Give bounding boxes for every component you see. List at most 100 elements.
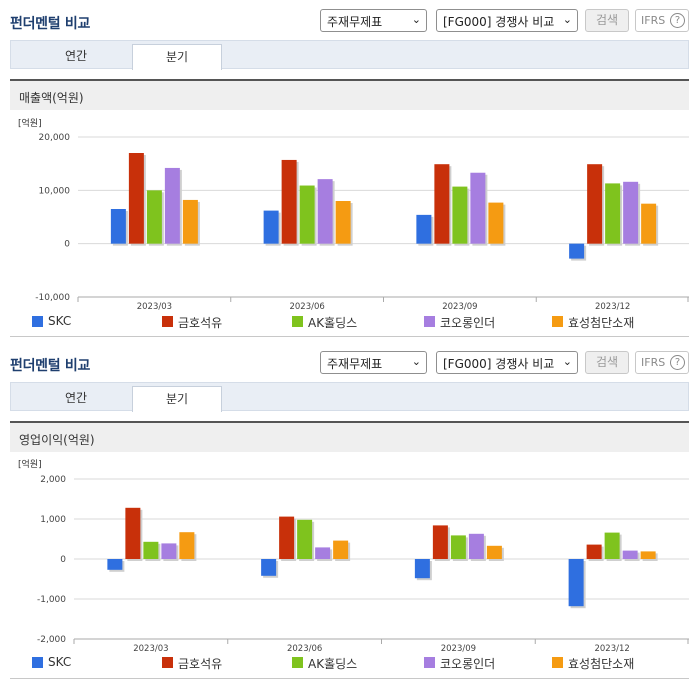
bar-효성첨단소재[interactable]: [182, 199, 198, 244]
chart-legend: SKC 금호석유 AK홀딩스 코오롱인더 효성첨단소재: [32, 314, 692, 330]
ifrs-label: IFRS: [641, 14, 666, 27]
bar-효성첨단소재[interactable]: [335, 201, 351, 244]
question-icon: ?: [670, 355, 685, 370]
bar-효성첨단소재[interactable]: [640, 551, 656, 559]
tab-annual[interactable]: 연간: [64, 49, 88, 63]
y-tick-label: 10,000: [39, 186, 71, 196]
bar-AK홀딩스[interactable]: [605, 183, 621, 244]
legend-swatch: [292, 657, 303, 668]
bar-AK홀딩스[interactable]: [146, 190, 162, 244]
ifrs-help-button[interactable]: IFRS ?: [635, 351, 689, 374]
unit-label: [억원]: [18, 458, 42, 470]
bar-AK홀딩스[interactable]: [452, 186, 468, 244]
compare-group-value: [FG000] 경쟁사 비교: [443, 15, 555, 29]
tab-quarterly[interactable]: 분기: [132, 386, 222, 412]
bar-SKC[interactable]: [569, 243, 585, 259]
legend-label: 코오롱인더: [440, 316, 496, 330]
bar-SKC[interactable]: [568, 559, 584, 607]
bar-SKC[interactable]: [107, 559, 123, 570]
bar-금호석유[interactable]: [279, 516, 295, 559]
x-tick-label: 2023/03: [137, 302, 172, 312]
bar-코오롱인더[interactable]: [622, 550, 638, 559]
bar-SKC[interactable]: [263, 210, 279, 244]
x-tick-label: 2023/09: [441, 644, 476, 654]
bar-금호석유[interactable]: [587, 164, 603, 244]
legend-label: AK홀딩스: [308, 316, 358, 330]
bar-효성첨단소재[interactable]: [179, 532, 195, 559]
bar-코오롱인더[interactable]: [470, 172, 486, 244]
bar-금호석유[interactable]: [125, 507, 141, 559]
operating-profit-bar-chart: [억원] 2,000 1,000 0 -1,000 -2,000 2023/03 2023/0…: [18, 458, 689, 654]
bar-금호석유[interactable]: [128, 153, 144, 244]
legend-label: 코오롱인더: [440, 657, 496, 671]
x-tick-label: 2023/06: [287, 644, 322, 654]
bar-효성첨단소재[interactable]: [333, 540, 349, 559]
search-button[interactable]: 검색: [585, 9, 629, 32]
bar-SKC[interactable]: [416, 214, 432, 244]
bar-AK홀딩스[interactable]: [604, 532, 620, 559]
bar-효성첨단소재[interactable]: [641, 203, 657, 244]
tab-annual[interactable]: 연간: [64, 391, 88, 405]
legend-label: 금호석유: [178, 316, 223, 330]
tab-quarterly[interactable]: 분기: [132, 44, 222, 70]
statement-type-select[interactable]: 주재무제표 ⌄: [320, 9, 427, 32]
fundamental-compare-panel-operating-profit: 펀더멘털 비교 주재무제표 ⌄ [FG000] 경쟁사 비교 ⌄ 검색 IFRS…: [0, 342, 696, 684]
bar-AK홀딩스[interactable]: [143, 541, 159, 559]
y-tick-label: -2,000: [37, 635, 66, 645]
ifrs-label: IFRS: [641, 356, 666, 369]
bar-금호석유[interactable]: [432, 525, 448, 559]
bar-SKC[interactable]: [110, 209, 126, 244]
bar-SKC[interactable]: [414, 559, 430, 579]
bar-AK홀딩스[interactable]: [297, 519, 313, 559]
x-tick-label: 2023/06: [289, 302, 324, 312]
bar-코오롱인더[interactable]: [164, 167, 180, 244]
bar-금호석유[interactable]: [281, 159, 297, 244]
x-tick-label: 2023/12: [594, 644, 629, 654]
chevron-down-icon: ⌄: [562, 355, 572, 368]
y-tick-label: 1,000: [40, 515, 66, 525]
legend-swatch: [552, 316, 563, 327]
chart-header: 매출액(억원): [10, 79, 689, 110]
y-tick-label: -10,000: [35, 293, 70, 303]
legend-swatch: [162, 657, 173, 668]
legend-swatch: [32, 316, 43, 327]
legend-swatch: [424, 657, 435, 668]
search-button[interactable]: 검색: [585, 351, 629, 374]
period-tabs: 연간 분기: [10, 40, 689, 70]
x-tick-label: 2023/03: [133, 644, 168, 654]
chevron-down-icon: ⌄: [562, 13, 572, 26]
compare-group-select[interactable]: [FG000] 경쟁사 비교 ⌄: [436, 351, 578, 374]
bar-AK홀딩스[interactable]: [299, 185, 315, 244]
legend-label: AK홀딩스: [308, 657, 358, 671]
legend-swatch: [424, 316, 435, 327]
x-tick-label: 2023/09: [442, 302, 477, 312]
bar-코오롱인더[interactable]: [315, 547, 331, 559]
period-tabs: 연간 분기: [10, 382, 689, 412]
panel-title: 펀더멘털 비교: [10, 358, 91, 374]
statement-type-select[interactable]: 주재무제표 ⌄: [320, 351, 427, 374]
chevron-down-icon: ⌄: [411, 13, 421, 26]
ifrs-help-button[interactable]: IFRS ?: [635, 9, 689, 32]
legend-swatch: [292, 316, 303, 327]
legend-swatch: [32, 657, 43, 668]
bar-금호석유[interactable]: [434, 164, 450, 244]
x-tick-label: 2023/12: [595, 302, 630, 312]
bar-AK홀딩스[interactable]: [450, 535, 466, 559]
bar-SKC[interactable]: [261, 559, 277, 576]
bar-효성첨단소재[interactable]: [486, 545, 502, 559]
compare-group-select[interactable]: [FG000] 경쟁사 비교 ⌄: [436, 9, 578, 32]
bar-코오롱인더[interactable]: [317, 179, 333, 244]
chart-title: 영업이익(억원): [19, 433, 95, 447]
bar-효성첨단소재[interactable]: [488, 202, 504, 244]
bar-코오롱인더[interactable]: [161, 543, 177, 559]
bar-금호석유[interactable]: [586, 544, 602, 559]
divider: [10, 336, 689, 337]
revenue-bar-chart: [억원] 20,000 10,000 0 -10,000 2023/03 2023/06 20…: [18, 117, 689, 312]
chevron-down-icon: ⌄: [411, 355, 421, 368]
divider: [10, 678, 689, 679]
bar-코오롱인더[interactable]: [623, 181, 639, 244]
y-tick-label: 20,000: [39, 133, 71, 143]
fundamental-compare-panel-revenue: 펀더멘털 비교 주재무제표 ⌄ [FG000] 경쟁사 비교 ⌄ 검색 IFRS…: [10, 9, 692, 337]
bar-코오롱인더[interactable]: [468, 533, 484, 559]
legend-label: 금호석유: [178, 657, 223, 671]
